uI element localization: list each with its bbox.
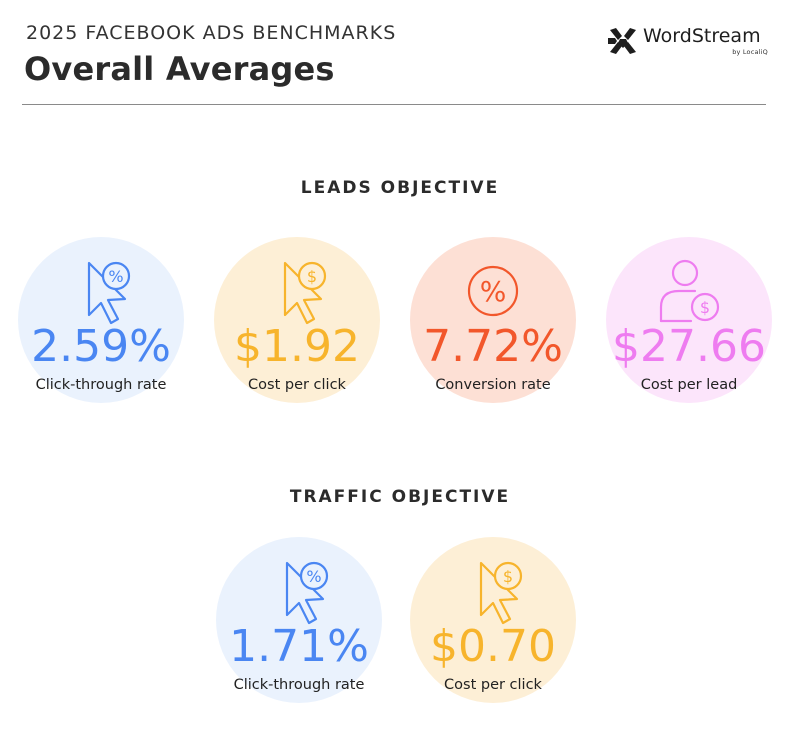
header-kicker: 2025 FACEBOOK ADS BENCHMARKS <box>26 22 397 44</box>
traffic-ctr-metric: % 1.71% Click-through rate <box>204 537 394 727</box>
traffic-section-title: TRAFFIC OBJECTIVE <box>289 487 511 507</box>
leads-cpc-metric: $ $1.92 Cost per click <box>202 237 392 427</box>
traffic-cpc-metric: $ $0.70 Cost per click <box>398 537 588 727</box>
header-divider <box>22 104 766 105</box>
leads-section-title: LEADS OBJECTIVE <box>300 178 500 198</box>
logo-subtext: by LocaliQ <box>732 48 768 56</box>
metric-value: $1.92 <box>234 321 360 372</box>
metric-label: Click-through rate <box>233 677 365 693</box>
metric-circle <box>216 537 382 703</box>
svg-text:%: % <box>108 267 123 286</box>
svg-text:%: % <box>480 275 507 308</box>
page-title: Overall Averages <box>24 50 335 88</box>
cursor-dollar-icon: $ <box>479 561 523 625</box>
metric-value: $27.66 <box>612 321 766 372</box>
metric-circle <box>410 237 576 403</box>
cursor-dollar-icon: $ <box>283 261 327 325</box>
cursor-percent-icon: % <box>285 561 329 625</box>
logo-wordmark: WordStream <box>643 25 761 47</box>
metric-label: Click-through rate <box>35 377 167 393</box>
svg-text:$: $ <box>700 298 710 317</box>
metric-value: 2.59% <box>31 321 171 372</box>
percent-circle-icon: % <box>467 265 519 317</box>
leads-cpl-metric: $ $27.66 Cost per lead <box>594 237 784 427</box>
metric-value: 1.71% <box>229 621 369 672</box>
metric-circle <box>18 237 184 403</box>
metric-circle <box>214 237 380 403</box>
svg-text:$: $ <box>307 267 317 286</box>
metric-label: Cost per click <box>248 377 346 393</box>
metric-label: Conversion rate <box>435 377 551 393</box>
svg-text:$: $ <box>503 567 513 586</box>
svg-text:%: % <box>306 567 321 586</box>
metric-value: 7.72% <box>423 321 563 372</box>
metric-value: $0.70 <box>430 621 556 672</box>
wordstream-logo: WordStream by LocaliQ <box>606 22 776 62</box>
leads-ctr-metric: % 2.59% Click-through rate <box>6 237 196 427</box>
cursor-percent-icon: % <box>87 261 131 325</box>
leads-conversion-metric: % 7.72% Conversion rate <box>398 237 588 427</box>
person-dollar-icon: $ <box>659 259 720 323</box>
metric-label: Cost per lead <box>640 377 738 393</box>
metric-circle <box>410 537 576 703</box>
wordstream-mark-icon <box>608 28 636 54</box>
metric-label: Cost per click <box>444 677 542 693</box>
